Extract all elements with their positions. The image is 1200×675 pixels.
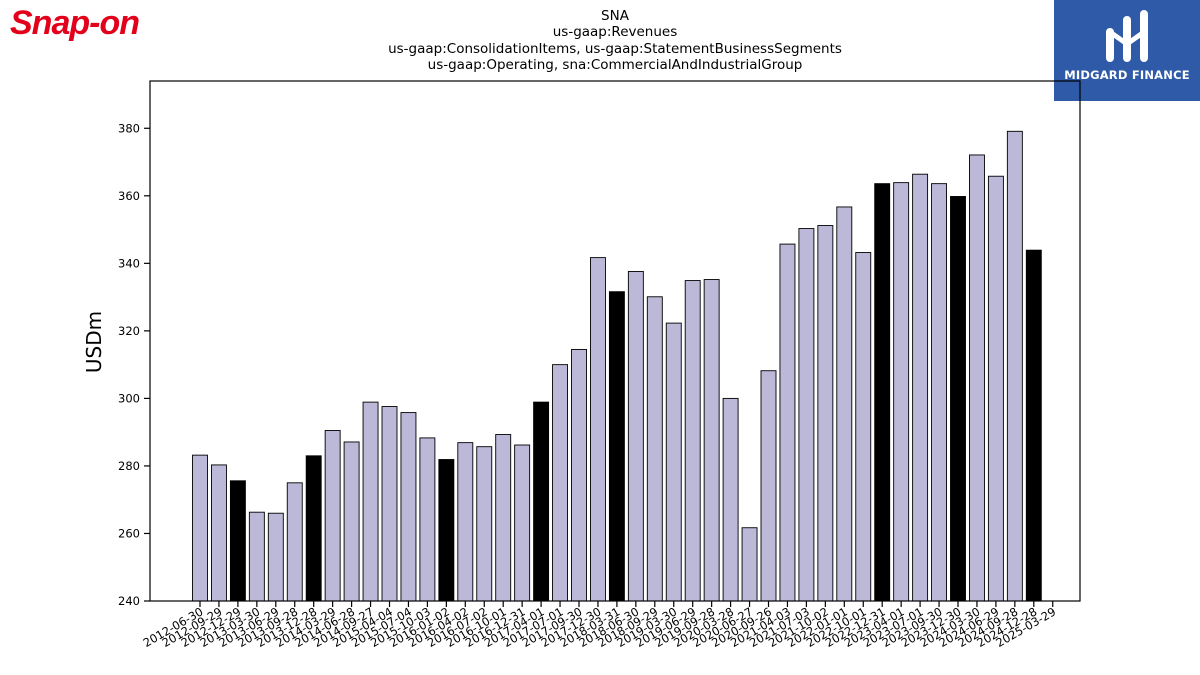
y-axis-label: USDm <box>82 311 106 373</box>
bar-2017-07-01 <box>552 364 568 602</box>
bar-2017-09-30 <box>571 348 587 602</box>
bar-2024-12-28 <box>1025 249 1042 602</box>
bar-2016-12-31 <box>514 444 531 602</box>
bar-2022-12-31 <box>874 183 891 602</box>
bar-2016-01-02 <box>438 459 455 602</box>
bar-2015-10-03 <box>419 437 436 602</box>
bar-2018-09-29 <box>646 296 663 602</box>
bar-2023-09-30 <box>931 183 947 602</box>
bars-group <box>192 130 1042 602</box>
bar-2018-06-30 <box>627 270 644 602</box>
bar-2016-07-02 <box>476 446 493 602</box>
bar-2021-04-03 <box>779 243 796 602</box>
bar-2020-06-27 <box>741 527 758 602</box>
bar-2014-09-27 <box>362 401 379 602</box>
bar-2016-04-02 <box>457 442 474 602</box>
bar-2023-07-01 <box>912 173 929 602</box>
bar-2016-10-01 <box>495 434 512 602</box>
bar-2012-12-29 <box>229 480 246 602</box>
midgard-finance-wordmark: MIDGARD FINANCE <box>1064 68 1190 82</box>
plot-frame <box>149 80 1081 602</box>
y-tick-label: 380 <box>118 121 140 135</box>
bar-2019-03-30 <box>665 322 682 602</box>
bar-2014-03-29 <box>324 430 341 602</box>
bar-2020-03-28 <box>722 397 739 602</box>
y-tick-label: 260 <box>118 526 140 540</box>
bar-2013-03-30 <box>248 511 265 602</box>
y-tick-label: 240 <box>118 594 140 608</box>
y-axis-ticks: 240 260 280 300 320 340 360 380 <box>118 121 150 608</box>
bar-2024-03-30 <box>969 154 985 602</box>
bar-2017-04-01 <box>533 401 550 602</box>
bar-2017-12-30 <box>590 257 606 602</box>
bar-2024-09-28 <box>1006 130 1023 602</box>
bar-2022-01-01 <box>836 206 853 602</box>
bar-2012-06-30 <box>192 454 208 602</box>
bar-2015-07-04 <box>400 412 417 602</box>
midgard-mark-icon <box>1106 10 1148 62</box>
bar-2023-12-30 <box>950 196 966 602</box>
x-axis-ticks: 2012-06-302012-09-292012-12-292013-03-30… <box>141 601 1058 650</box>
y-tick-label: 340 <box>118 256 140 270</box>
chart-title-line-1: SNA <box>601 8 630 24</box>
bar-2019-06-29 <box>684 280 701 602</box>
bar-2013-06-29 <box>267 512 284 602</box>
chart-title: SNA us-gaap:Revenues us-gaap:Consolidati… <box>388 8 842 73</box>
bar-2020-09-26 <box>760 370 777 602</box>
bar-2022-10-01 <box>855 252 872 602</box>
bar-2019-09-28 <box>703 279 720 602</box>
midgard-finance-logo: MIDGARD FINANCE <box>1054 0 1200 101</box>
chart-title-line-3: us-gaap:ConsolidationItems, us-gaap:Stat… <box>388 41 842 57</box>
y-tick-label: 300 <box>118 391 140 405</box>
bar-2015-04-04 <box>381 406 398 602</box>
bar-2012-09-29 <box>210 464 227 602</box>
snap-on-logo-text: Snap-on <box>10 4 140 42</box>
bar-2021-07-03 <box>798 228 815 602</box>
bar-2013-12-28 <box>305 455 322 602</box>
chart-title-line-2: us-gaap:Revenues <box>553 24 678 40</box>
chart-title-line-4: us-gaap:Operating, sna:CommercialAndIndu… <box>428 57 803 73</box>
snap-on-logo: Snap-on <box>10 4 140 43</box>
bar-2021-10-02 <box>817 225 834 602</box>
bar-2024-06-29 <box>987 175 1004 602</box>
y-tick-label: 360 <box>118 189 140 203</box>
y-tick-label: 320 <box>118 324 140 338</box>
bar-2023-04-01 <box>893 182 910 602</box>
bar-2014-06-28 <box>343 441 360 602</box>
bar-2018-03-31 <box>608 291 625 602</box>
y-tick-label: 280 <box>118 459 140 473</box>
bar-2013-09-28 <box>286 482 303 602</box>
